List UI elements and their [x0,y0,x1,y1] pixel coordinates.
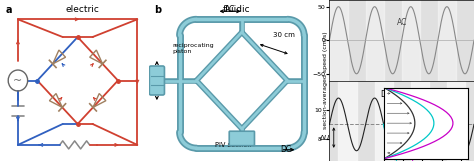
Bar [401,0,420,80]
Text: $\Delta U$: $\Delta U$ [319,133,331,142]
Text: electric: electric [65,5,99,14]
Text: ~: ~ [13,76,23,85]
FancyBboxPatch shape [149,66,164,95]
Bar [411,80,429,161]
Bar [329,0,347,80]
Bar [365,0,383,80]
Text: fluidic: fluidic [223,5,251,14]
Text: AC: AC [397,18,407,27]
Bar [447,80,465,161]
Bar [438,0,456,80]
Bar [338,80,356,161]
Text: b: b [155,5,162,15]
Text: DC: DC [281,145,292,154]
Text: a: a [6,5,12,15]
Text: reciprocating
piston: reciprocating piston [173,43,215,54]
Text: DC: DC [380,90,391,99]
Text: section-averaged speed (cm/s): section-averaged speed (cm/s) [323,32,328,129]
Bar [374,80,392,161]
FancyBboxPatch shape [229,131,255,146]
Text: PIV section: PIV section [215,142,252,148]
Text: AC: AC [225,5,235,14]
Text: 30 cm: 30 cm [273,32,295,38]
